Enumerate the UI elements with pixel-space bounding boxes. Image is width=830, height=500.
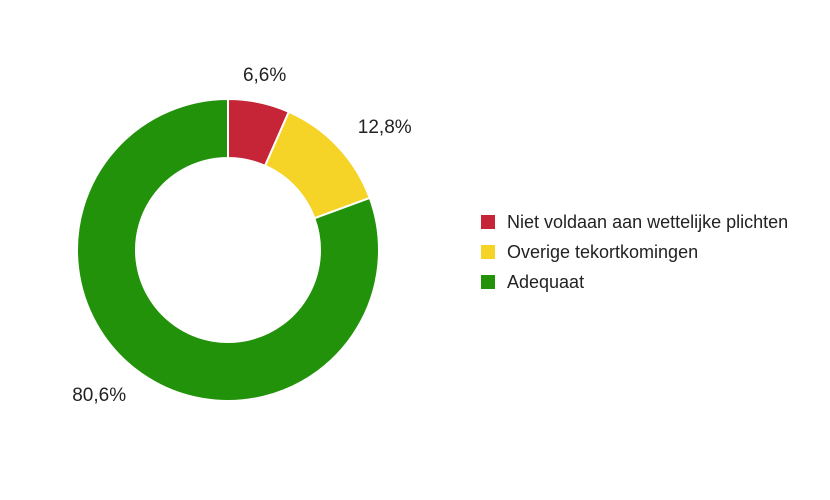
slice-labels: 6,6% 12,8% 80,6% (72, 65, 412, 406)
legend-item-adequaat: Adequaat (481, 267, 788, 297)
slice-label-overige-tekortkomingen: 12,8% (358, 117, 412, 138)
legend-label: Niet voldaan aan wettelijke plichten (507, 212, 789, 232)
legend-item-overige-tekortkomingen: Overige tekortkomingen (481, 237, 788, 267)
slice-label-adequaat: 80,6% (72, 385, 126, 406)
legend-label: Overige tekortkomingen (507, 242, 699, 262)
chart-legend: Niet voldaan aan wettelijke plichten Ove… (481, 207, 788, 297)
legend-swatch-red (481, 215, 495, 229)
slice-label-niet-voldaan: 6,6% (243, 65, 286, 86)
legend-swatch-yellow (481, 245, 495, 259)
slice-adequaat (76, 98, 380, 402)
slice-overige-tekortkomingen (264, 110, 371, 220)
legend-label: Adequaat (507, 272, 585, 292)
legend-swatch-green (481, 275, 495, 289)
legend-item-niet-voldaan: Niet voldaan aan wettelijke plichten (481, 207, 788, 237)
donut-slices (76, 98, 380, 402)
